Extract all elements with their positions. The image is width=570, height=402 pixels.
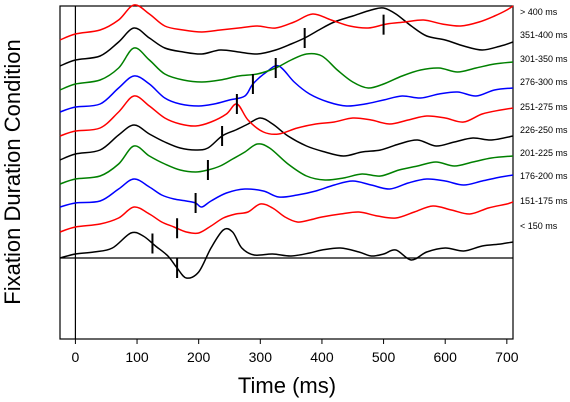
plot-frame bbox=[59, 5, 514, 340]
condition-label: > 400 ms bbox=[520, 7, 558, 17]
series-line bbox=[59, 201, 514, 235]
series-line bbox=[59, 4, 514, 41]
x-tick-label: 500 bbox=[372, 349, 396, 365]
x-tick-label: 300 bbox=[249, 349, 273, 365]
condition-label: 201-225 ms bbox=[520, 148, 568, 158]
condition-label: 176-200 ms bbox=[520, 171, 568, 181]
series-line bbox=[59, 64, 514, 113]
x-tick-label: 400 bbox=[310, 349, 334, 365]
series-line bbox=[59, 174, 514, 208]
y-axis-title: Fixation Duration Condition bbox=[0, 39, 25, 304]
series-line bbox=[59, 117, 514, 161]
condition-label: < 150 ms bbox=[520, 221, 558, 231]
x-tick-label: 100 bbox=[125, 349, 149, 365]
condition-label: 226-250 ms bbox=[520, 125, 568, 135]
condition-label: 251-275 ms bbox=[520, 102, 568, 112]
condition-label: 151-175 ms bbox=[520, 196, 568, 206]
condition-label: 276-300 ms bbox=[520, 77, 568, 87]
condition-label: 351-400 ms bbox=[520, 30, 568, 40]
condition-labels: < 150 ms 151-175 ms 176-200 ms 201-225 ms 22… bbox=[520, 7, 568, 231]
x-tick-label: 700 bbox=[495, 349, 519, 365]
series-line bbox=[59, 95, 514, 137]
series-line bbox=[59, 143, 514, 185]
series-line bbox=[59, 227, 514, 279]
markers-layer bbox=[151, 14, 385, 278]
x-tick-label: 0 bbox=[72, 349, 80, 365]
condition-label: 301-350 ms bbox=[520, 54, 568, 64]
x-tick-label: 200 bbox=[187, 349, 211, 365]
x-tick-label: 600 bbox=[434, 349, 458, 365]
series-line bbox=[59, 47, 514, 91]
x-axis-title: Time (ms) bbox=[238, 373, 336, 398]
curves-layer bbox=[59, 4, 514, 279]
series-line bbox=[59, 7, 514, 67]
x-ticks: 0 100 200 300 400 500 600 700 bbox=[72, 339, 519, 365]
